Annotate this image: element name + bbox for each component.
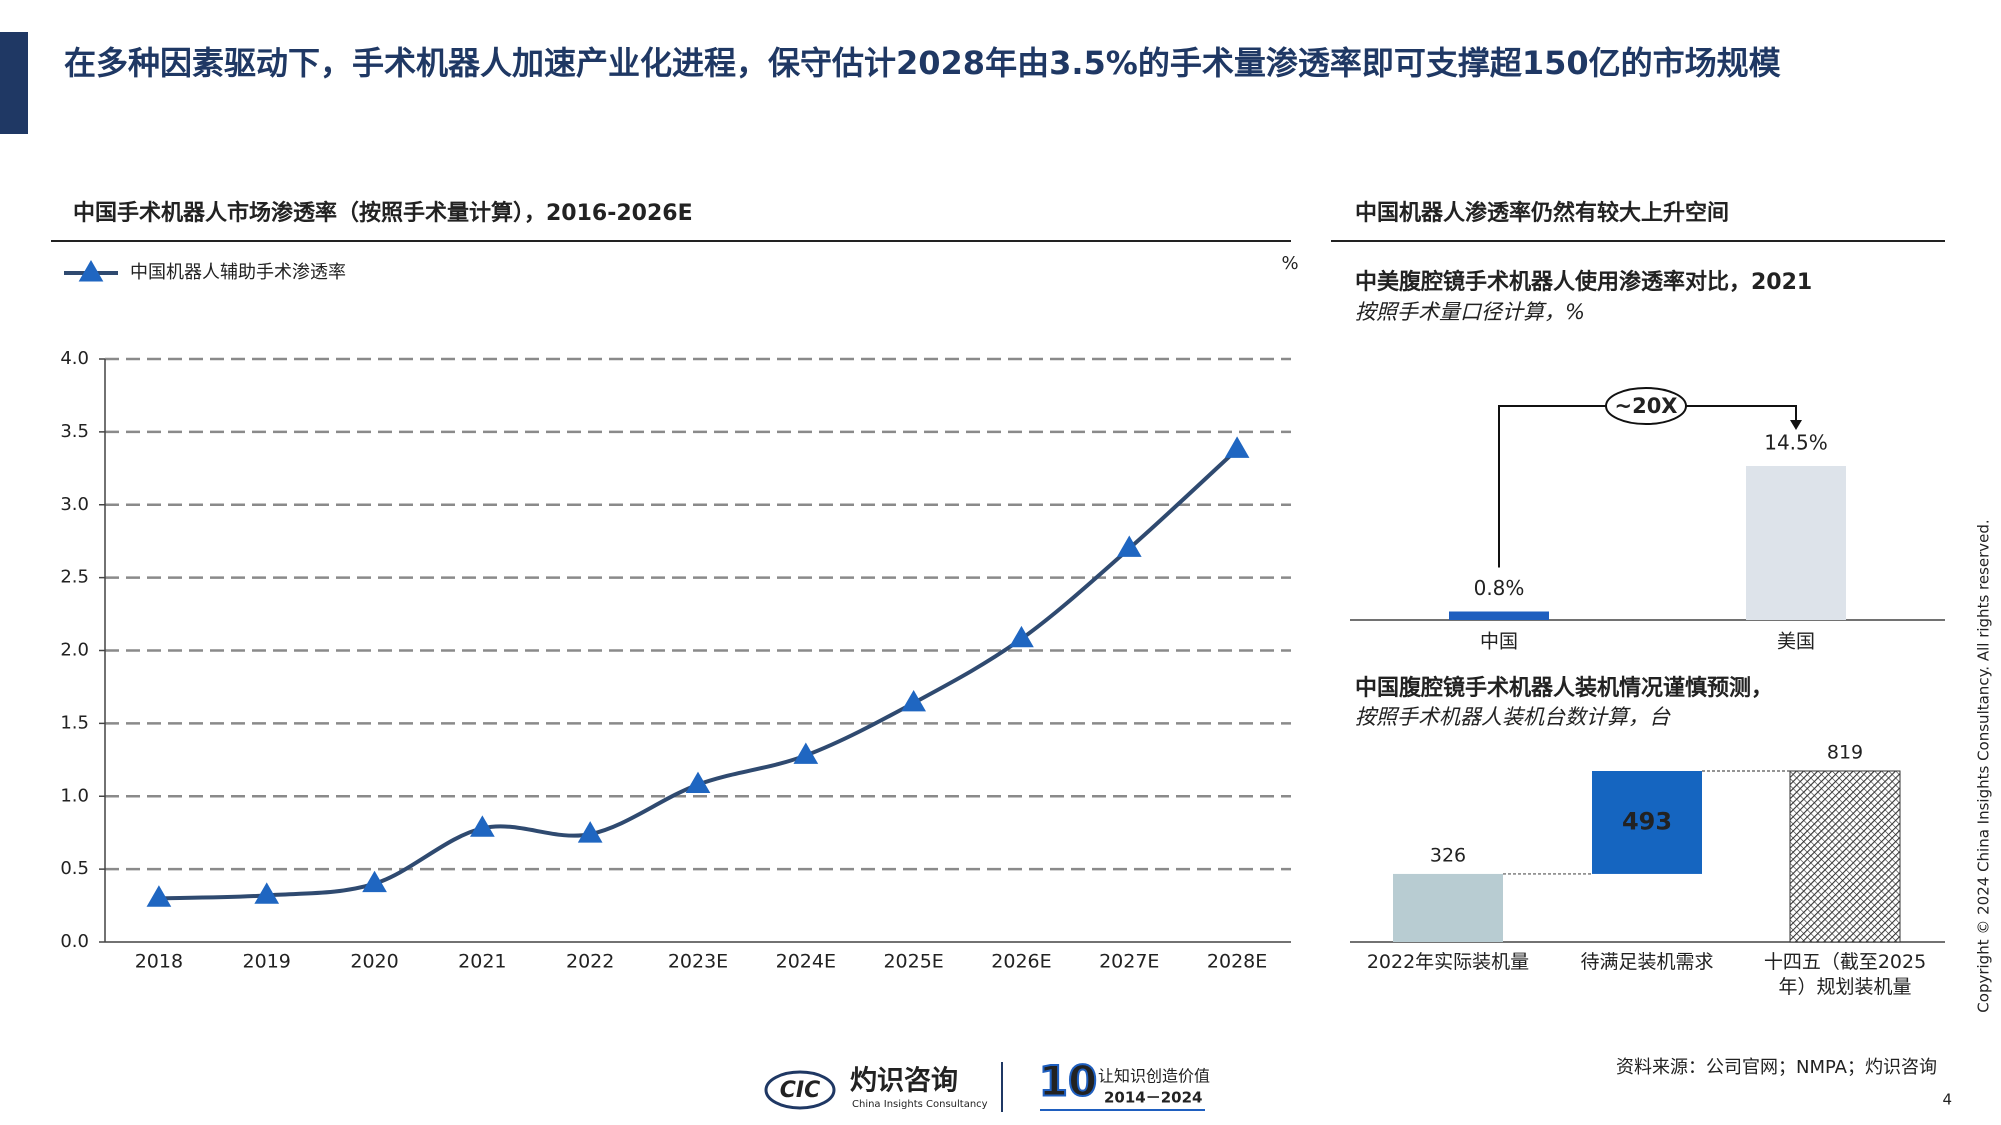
logo-brand-en: China Insights Consultancy — [852, 1099, 988, 1110]
x-tick-label: 2022 — [566, 951, 614, 973]
data-point — [362, 870, 387, 893]
bracket-arrow — [1790, 420, 1802, 430]
legend-label: 中国机器人辅助手术渗透率 — [130, 262, 346, 283]
bar — [1393, 873, 1503, 942]
logo-mark: 10 — [1039, 1057, 1097, 1106]
slide-title: 在多种因素驱动下，手术机器人加速产业化进程，保守估计2028年由3.5%的手术量… — [64, 44, 1781, 82]
x-tick-label: 2026E — [991, 951, 1051, 973]
x-tick-label: 2027E — [1099, 951, 1159, 973]
bar-hatch — [1790, 771, 1900, 942]
chart-title: 中国腹腔镜手术机器人装机情况谨慎预测， — [1355, 675, 1773, 701]
copyright: Copyright © 2024 China Insights Consulta… — [1975, 519, 1993, 1012]
data-point — [1224, 436, 1250, 458]
x-tick-label: 2020 — [350, 951, 398, 973]
data-point — [1116, 535, 1142, 557]
data-point — [470, 815, 495, 837]
y-tick-label: 2.5 — [60, 567, 89, 588]
chart-title: 中国手术机器人市场渗透率（按照手术量计算），2016-2026E — [73, 200, 693, 226]
x-tick-label: 2019 — [243, 951, 291, 973]
y-tick-label: 0.5 — [60, 858, 89, 879]
x-tick-label: 2022年实际装机量 — [1366, 951, 1530, 973]
x-tick-label: 美国 — [1777, 631, 1815, 653]
logo-brand: 灼识咨询 — [850, 1066, 958, 1097]
page-number: 4 — [1942, 1091, 1952, 1109]
source-note: 资料来源：公司官网；NMPA；灼识咨询 — [1616, 1057, 1937, 1078]
x-tick-label: 2021 — [458, 951, 506, 973]
x-tick-label: 2028E — [1207, 951, 1267, 973]
y-tick-label: 0.0 — [60, 931, 89, 952]
chart-subtitle: 按照手术量口径计算，% — [1355, 300, 1585, 324]
x-tick-label: 2025E — [883, 951, 943, 973]
chart-subtitle: 按照手术机器人装机台数计算，台 — [1355, 705, 1671, 729]
data-point — [146, 885, 172, 907]
data-point — [685, 771, 711, 794]
series-line — [158, 447, 1239, 901]
annotation-badge — [1605, 387, 1687, 425]
bar — [1449, 611, 1549, 620]
legend-marker — [78, 260, 104, 282]
x-tick-label: 2024E — [776, 951, 836, 973]
x-tick-label: 中国 — [1480, 631, 1518, 653]
data-point — [577, 821, 603, 843]
unit-label: % — [1281, 253, 1298, 274]
x-tick-label: 2023E — [668, 951, 728, 973]
x-tick-label: 2018 — [135, 951, 183, 973]
bar — [1746, 466, 1846, 620]
data-point — [1009, 625, 1034, 648]
logo-slogan: 让知识创造价值 — [1098, 1067, 1210, 1086]
x-tick-label: 十四五（截至2025年）规划装机量 — [1763, 951, 1927, 998]
data-point — [254, 882, 280, 904]
logo-years: 2014－2024 — [1104, 1089, 1203, 1107]
y-tick-label: 1.0 — [60, 785, 89, 806]
y-tick-label: 4.0 — [60, 348, 89, 369]
y-tick-label: 1.5 — [60, 712, 89, 733]
x-tick-label: 待满足装机需求 — [1580, 951, 1714, 973]
logo-abbr: CIC — [780, 1078, 820, 1103]
y-tick-label: 3.0 — [60, 494, 89, 515]
bar — [1592, 771, 1702, 874]
data-point — [793, 742, 819, 764]
value-label: 14.5% — [1764, 431, 1828, 455]
value-label: 326 — [1430, 844, 1466, 866]
value-label: 0.8% — [1474, 576, 1525, 600]
y-tick-label: 3.5 — [60, 421, 89, 442]
title-accent — [0, 32, 28, 134]
data-point — [901, 689, 926, 712]
value-label: 493 — [1622, 807, 1672, 835]
logo-ring — [764, 1070, 836, 1110]
value-label: 819 — [1827, 742, 1863, 764]
section-title: 中国机器人渗透率仍然有较大上升空间 — [1355, 200, 1729, 226]
annotation: ~20X — [1614, 394, 1677, 418]
y-tick-label: 2.0 — [60, 640, 89, 661]
chart-title: 中美腹腔镜手术机器人使用渗透率对比，2021 — [1355, 269, 1812, 295]
